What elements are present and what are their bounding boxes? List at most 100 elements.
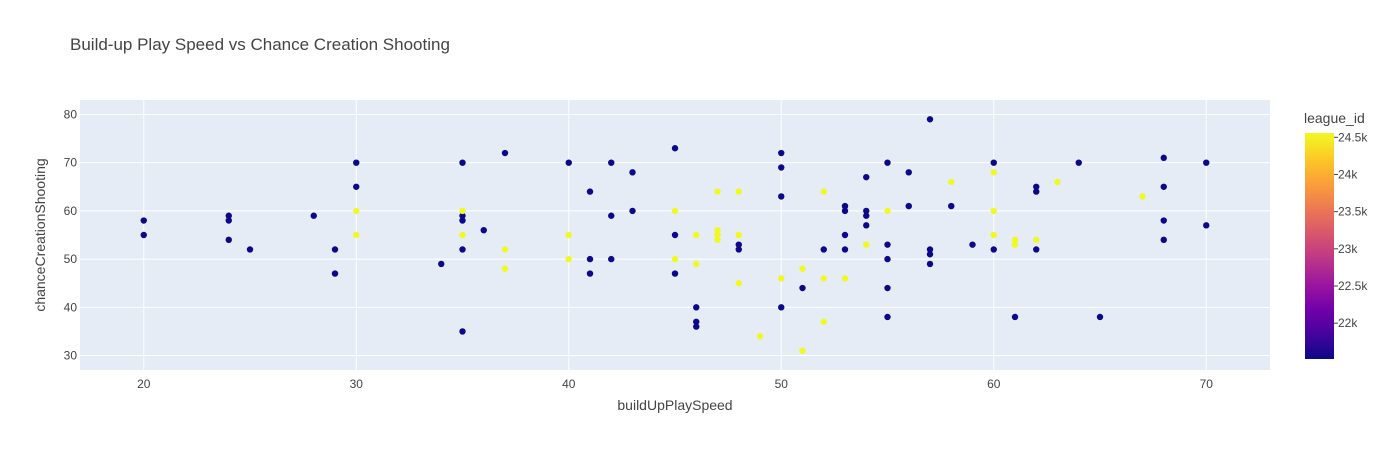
data-point-low-league: [841, 202, 849, 210]
data-point-low-league: [693, 304, 700, 311]
data-point-low-league: [671, 270, 679, 277]
data-point-high-league: [884, 207, 891, 215]
y-axis-ticks: 30 40 50 60 70 80: [64, 107, 78, 362]
data-point-high-league: [1011, 236, 1019, 244]
data-point-low-league: [459, 328, 466, 335]
data-point-low-league: [926, 246, 934, 253]
y-tick-label: 40: [64, 300, 78, 314]
data-point-low-league: [990, 159, 997, 166]
data-point-high-league: [735, 231, 742, 239]
data-point-low-league: [969, 241, 976, 248]
data-point-low-league: [884, 313, 891, 321]
data-points: [140, 116, 1210, 354]
data-point-low-league: [1160, 183, 1167, 190]
colorbar-tick-label: 23.5k: [1338, 205, 1368, 219]
data-point-low-league: [1033, 188, 1040, 195]
data-point-low-league: [629, 207, 636, 215]
data-point-low-league: [1203, 222, 1210, 229]
data-point-low-league: [1011, 313, 1019, 321]
data-point-high-league: [820, 318, 827, 325]
data-point-low-league: [820, 246, 827, 253]
data-point-high-league: [501, 246, 509, 253]
data-point-low-league: [310, 212, 317, 219]
data-point-high-league: [735, 280, 742, 287]
data-point-low-league: [778, 193, 785, 200]
data-point-low-league: [905, 169, 912, 176]
data-point-low-league: [331, 246, 339, 253]
x-tick-label: 30: [350, 377, 364, 391]
data-point-high-league: [714, 226, 721, 234]
data-point-low-league: [225, 217, 232, 224]
y-tick-label: 60: [64, 204, 78, 218]
data-point-low-league: [1033, 246, 1040, 253]
data-point-low-league: [480, 226, 487, 234]
data-point-low-league: [926, 260, 934, 268]
data-point-high-league: [799, 265, 806, 272]
colorbar-tick-label: 24.5k: [1338, 130, 1368, 144]
data-point-high-league: [671, 255, 679, 263]
y-tick-label: 50: [64, 252, 78, 266]
data-point-high-league: [565, 231, 572, 239]
data-point-low-league: [629, 169, 636, 176]
data-point-low-league: [246, 246, 254, 253]
data-point-low-league: [905, 202, 912, 210]
data-point-high-league: [565, 255, 572, 263]
y-tick-label: 30: [64, 349, 78, 363]
data-point-low-league: [735, 246, 742, 253]
colorbar-title: league_id: [1304, 110, 1365, 126]
colorbar-tick-label: 22k: [1338, 316, 1358, 330]
data-point-low-league: [884, 241, 891, 248]
data-point-low-league: [1075, 159, 1082, 166]
data-point-high-league: [756, 333, 764, 340]
data-point-low-league: [841, 246, 849, 253]
x-tick-label: 20: [137, 377, 151, 391]
data-point-low-league: [884, 159, 891, 166]
data-point-low-league: [799, 284, 806, 292]
colorbar: [1305, 133, 1334, 359]
data-point-low-league: [841, 207, 849, 215]
x-axis-ticks: 20 30 40 50 60 70: [137, 377, 1213, 391]
data-point-low-league: [1033, 183, 1040, 190]
data-point-low-league: [140, 217, 147, 224]
x-tick-label: 60: [987, 377, 1001, 391]
data-point-low-league: [501, 149, 509, 157]
data-point-low-league: [778, 304, 785, 311]
y-axis-title: chanceCreationShooting: [32, 158, 48, 311]
data-point-low-league: [225, 236, 232, 244]
data-point-high-league: [353, 207, 360, 215]
data-point-high-league: [714, 236, 721, 244]
colorbar-tick-label: 24k: [1338, 167, 1358, 181]
x-tick-label: 40: [562, 377, 576, 391]
data-point-low-league: [459, 217, 466, 224]
data-point-low-league: [608, 159, 615, 166]
data-point-low-league: [565, 159, 572, 166]
data-point-low-league: [863, 173, 870, 181]
data-point-low-league: [353, 183, 360, 190]
data-point-low-league: [884, 284, 891, 292]
data-point-low-league: [671, 145, 679, 152]
data-point-low-league: [1160, 236, 1167, 244]
data-point-low-league: [586, 255, 594, 263]
data-point-low-league: [331, 270, 339, 277]
data-point-low-league: [671, 231, 679, 239]
data-point-low-league: [459, 246, 466, 253]
data-point-low-league: [863, 222, 870, 229]
data-point-high-league: [841, 275, 849, 282]
data-point-low-league: [438, 260, 445, 268]
data-point-high-league: [948, 178, 955, 186]
data-point-low-league: [693, 318, 700, 325]
data-point-high-league: [1054, 178, 1061, 186]
data-point-high-league: [671, 207, 679, 215]
x-tick-label: 70: [1200, 377, 1214, 391]
data-point-low-league: [225, 212, 232, 219]
data-point-low-league: [990, 246, 997, 253]
colorbar-ticks: 22k 22.5k 23k 23.5k 24k 24.5k: [1334, 130, 1368, 330]
y-tick-label: 70: [64, 156, 78, 170]
data-point-high-league: [501, 265, 509, 272]
data-point-low-league: [1096, 313, 1104, 321]
data-point-low-league: [884, 255, 891, 263]
data-point-low-league: [863, 207, 870, 215]
data-point-low-league: [586, 188, 594, 195]
